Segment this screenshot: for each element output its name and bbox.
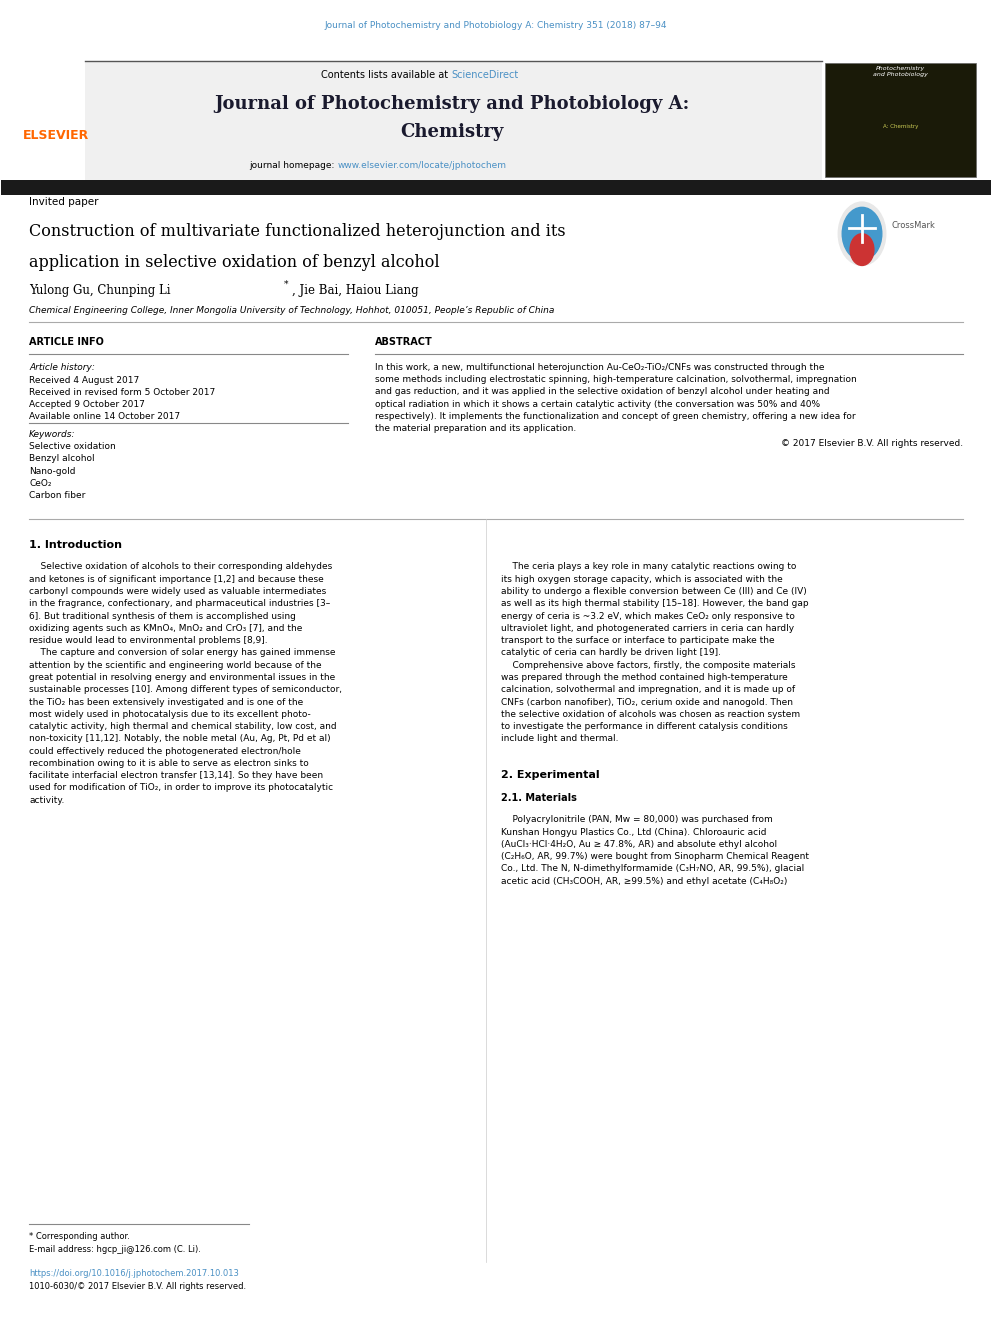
Text: recombination owing to it is able to serve as electron sinks to: recombination owing to it is able to ser…: [29, 759, 309, 767]
Text: Carbon fiber: Carbon fiber: [29, 491, 85, 500]
Text: most widely used in photocatalysis due to its excellent photo-: most widely used in photocatalysis due t…: [29, 710, 310, 718]
Text: Selective oxidation: Selective oxidation: [29, 442, 116, 451]
Text: Co., Ltd. The N, N-dimethylformamide (C₃H₇NO, AR, 99.5%), glacial: Co., Ltd. The N, N-dimethylformamide (C₃…: [501, 864, 805, 873]
Text: Construction of multivariate functionalized heterojunction and its: Construction of multivariate functionali…: [29, 224, 565, 241]
Text: acetic acid (CH₃COOH, AR, ≥99.5%) and ethyl acetate (C₄H₈O₂): acetic acid (CH₃COOH, AR, ≥99.5%) and et…: [501, 877, 788, 885]
Text: residue would lead to environmental problems [8,9].: residue would lead to environmental prob…: [29, 636, 268, 646]
Text: 6]. But traditional synthesis of them is accomplished using: 6]. But traditional synthesis of them is…: [29, 611, 296, 620]
Text: activity.: activity.: [29, 795, 64, 804]
Text: was prepared through the method contained high-temperature: was prepared through the method containe…: [501, 673, 788, 681]
Text: oxidizing agents such as KMnO₄, MnO₂ and CrO₃ [7], and the: oxidizing agents such as KMnO₄, MnO₂ and…: [29, 624, 303, 632]
Text: Polyacrylonitrile (PAN, Mw = 80,000) was purchased from: Polyacrylonitrile (PAN, Mw = 80,000) was…: [501, 815, 773, 824]
Text: energy of ceria is ~3.2 eV, which makes CeO₂ only responsive to: energy of ceria is ~3.2 eV, which makes …: [501, 611, 795, 620]
Text: include light and thermal.: include light and thermal.: [501, 734, 618, 744]
Text: CrossMark: CrossMark: [892, 221, 935, 230]
Text: Chemical Engineering College, Inner Mongolia University of Technology, Hohhot, 0: Chemical Engineering College, Inner Mong…: [29, 307, 555, 315]
Text: could effectively reduced the photogenerated electron/hole: could effectively reduced the photogener…: [29, 746, 301, 755]
Text: www.elsevier.com/locate/jphotochem: www.elsevier.com/locate/jphotochem: [337, 161, 507, 171]
Text: and gas reduction, and it was applied in the selective oxidation of benzyl alcoh: and gas reduction, and it was applied in…: [375, 388, 830, 397]
Text: some methods including electrostatic spinning, high-temperature calcination, sol: some methods including electrostatic spi…: [375, 376, 857, 384]
Text: attention by the scientific and engineering world because of the: attention by the scientific and engineer…: [29, 660, 321, 669]
Text: ABSTRACT: ABSTRACT: [375, 337, 434, 347]
Text: A: Chemistry: A: Chemistry: [883, 124, 919, 130]
Text: Keywords:: Keywords:: [29, 430, 75, 439]
Text: application in selective oxidation of benzyl alcohol: application in selective oxidation of be…: [29, 254, 439, 270]
Text: Received 4 August 2017: Received 4 August 2017: [29, 376, 139, 385]
Text: great potential in resolving energy and environmental issues in the: great potential in resolving energy and …: [29, 673, 335, 681]
Text: Comprehensive above factors, firstly, the composite materials: Comprehensive above factors, firstly, th…: [501, 660, 796, 669]
Text: Photochemistry
and Photobiology: Photochemistry and Photobiology: [873, 66, 929, 77]
FancyBboxPatch shape: [825, 64, 976, 177]
Text: Chemistry: Chemistry: [400, 123, 503, 140]
Text: 2.1. Materials: 2.1. Materials: [501, 792, 576, 803]
Text: Article history:: Article history:: [29, 363, 95, 372]
Text: in the fragrance, confectionary, and pharmaceutical industries [3–: in the fragrance, confectionary, and pha…: [29, 599, 330, 609]
Text: *: *: [285, 280, 289, 288]
Text: the selective oxidation of alcohols was chosen as reaction system: the selective oxidation of alcohols was …: [501, 710, 801, 718]
Text: carbonyl compounds were widely used as valuable intermediates: carbonyl compounds were widely used as v…: [29, 587, 326, 597]
FancyBboxPatch shape: [1, 180, 991, 196]
Text: catalytic of ceria can hardly be driven light [19].: catalytic of ceria can hardly be driven …: [501, 648, 721, 658]
Text: E-mail address: hgcp_ji@126.com (C. Li).: E-mail address: hgcp_ji@126.com (C. Li).: [29, 1245, 201, 1254]
FancyBboxPatch shape: [85, 61, 822, 180]
Text: sustainable processes [10]. Among different types of semiconductor,: sustainable processes [10]. Among differ…: [29, 685, 342, 695]
Circle shape: [838, 202, 886, 266]
Text: ARTICLE INFO: ARTICLE INFO: [29, 337, 104, 347]
Text: Contents lists available at: Contents lists available at: [321, 70, 451, 79]
Text: The ceria plays a key role in many catalytic reactions owing to: The ceria plays a key role in many catal…: [501, 562, 797, 572]
Text: ultraviolet light, and photogenerated carriers in ceria can hardly: ultraviolet light, and photogenerated ca…: [501, 624, 794, 632]
Text: facilitate interfacial electron transfer [13,14]. So they have been: facilitate interfacial electron transfer…: [29, 771, 323, 781]
Text: catalytic activity, high thermal and chemical stability, low cost, and: catalytic activity, high thermal and che…: [29, 722, 336, 732]
Text: https://doi.org/10.1016/j.jphotochem.2017.10.013: https://doi.org/10.1016/j.jphotochem.201…: [29, 1269, 239, 1278]
Text: 1. Introduction: 1. Introduction: [29, 540, 122, 550]
Text: its high oxygen storage capacity, which is associated with the: its high oxygen storage capacity, which …: [501, 574, 783, 583]
Circle shape: [842, 208, 882, 261]
Text: © 2017 Elsevier B.V. All rights reserved.: © 2017 Elsevier B.V. All rights reserved…: [781, 439, 963, 447]
Text: respectively). It implements the functionalization and concept of green chemistr: respectively). It implements the functio…: [375, 411, 856, 421]
Text: 1010-6030/© 2017 Elsevier B.V. All rights reserved.: 1010-6030/© 2017 Elsevier B.V. All right…: [29, 1282, 246, 1291]
Text: (AuCl₃·HCl·4H₂O, Au ≥ 47.8%, AR) and absolute ethyl alcohol: (AuCl₃·HCl·4H₂O, Au ≥ 47.8%, AR) and abs…: [501, 840, 777, 849]
Text: calcination, solvothermal and impregnation, and it is made up of: calcination, solvothermal and impregnati…: [501, 685, 795, 695]
Text: Journal of Photochemistry and Photobiology A:: Journal of Photochemistry and Photobiolo…: [214, 95, 689, 114]
Text: the material preparation and its application.: the material preparation and its applica…: [375, 423, 576, 433]
Text: as well as its high thermal stability [15–18]. However, the band gap: as well as its high thermal stability [1…: [501, 599, 808, 609]
Text: * Corresponding author.: * Corresponding author.: [29, 1232, 130, 1241]
Text: ScienceDirect: ScienceDirect: [451, 70, 519, 79]
Text: Journal of Photochemistry and Photobiology A: Chemistry 351 (2018) 87–94: Journal of Photochemistry and Photobiolo…: [324, 21, 668, 30]
Text: In this work, a new, multifunctional heterojunction Au-CeO₂-TiO₂/CNFs was constr: In this work, a new, multifunctional het…: [375, 363, 824, 372]
Text: ELSEVIER: ELSEVIER: [23, 130, 89, 143]
Text: 2. Experimental: 2. Experimental: [501, 770, 599, 781]
Circle shape: [850, 234, 874, 266]
Text: Yulong Gu, Chunping Li: Yulong Gu, Chunping Li: [29, 284, 171, 296]
Text: journal homepage:: journal homepage:: [249, 161, 337, 171]
Text: Received in revised form 5 October 2017: Received in revised form 5 October 2017: [29, 388, 215, 397]
Text: non-toxicity [11,12]. Notably, the noble metal (Au, Ag, Pt, Pd et al): non-toxicity [11,12]. Notably, the noble…: [29, 734, 330, 744]
Text: , Jie Bai, Haiou Liang: , Jie Bai, Haiou Liang: [293, 284, 419, 296]
Text: The capture and conversion of solar energy has gained immense: The capture and conversion of solar ener…: [29, 648, 335, 658]
Text: Benzyl alcohol: Benzyl alcohol: [29, 455, 94, 463]
Text: to investigate the performance in different catalysis conditions: to investigate the performance in differ…: [501, 722, 788, 732]
Text: (C₂H₆O, AR, 99.7%) were bought from Sinopharm Chemical Reagent: (C₂H₆O, AR, 99.7%) were bought from Sino…: [501, 852, 808, 861]
Text: Available online 14 October 2017: Available online 14 October 2017: [29, 411, 181, 421]
Text: ability to undergo a flexible conversion between Ce (III) and Ce (IV): ability to undergo a flexible conversion…: [501, 587, 806, 597]
Text: Nano-gold: Nano-gold: [29, 467, 75, 476]
Text: used for modification of TiO₂, in order to improve its photocatalytic: used for modification of TiO₂, in order …: [29, 783, 333, 792]
Text: optical radiation in which it shows a certain catalytic activity (the conversati: optical radiation in which it shows a ce…: [375, 400, 820, 409]
Text: transport to the surface or interface to participate make the: transport to the surface or interface to…: [501, 636, 775, 646]
Text: Invited paper: Invited paper: [29, 197, 98, 206]
Text: Selective oxidation of alcohols to their corresponding aldehydes: Selective oxidation of alcohols to their…: [29, 562, 332, 572]
Text: CNFs (carbon nanofiber), TiO₂, cerium oxide and nanogold. Then: CNFs (carbon nanofiber), TiO₂, cerium ox…: [501, 697, 793, 706]
Text: Accepted 9 October 2017: Accepted 9 October 2017: [29, 400, 145, 409]
Text: Kunshan Hongyu Plastics Co., Ltd (China). Chloroauric acid: Kunshan Hongyu Plastics Co., Ltd (China)…: [501, 828, 767, 836]
Text: CeO₂: CeO₂: [29, 479, 52, 488]
Text: and ketones is of significant importance [1,2] and because these: and ketones is of significant importance…: [29, 574, 323, 583]
Text: the TiO₂ has been extensively investigated and is one of the: the TiO₂ has been extensively investigat…: [29, 697, 304, 706]
